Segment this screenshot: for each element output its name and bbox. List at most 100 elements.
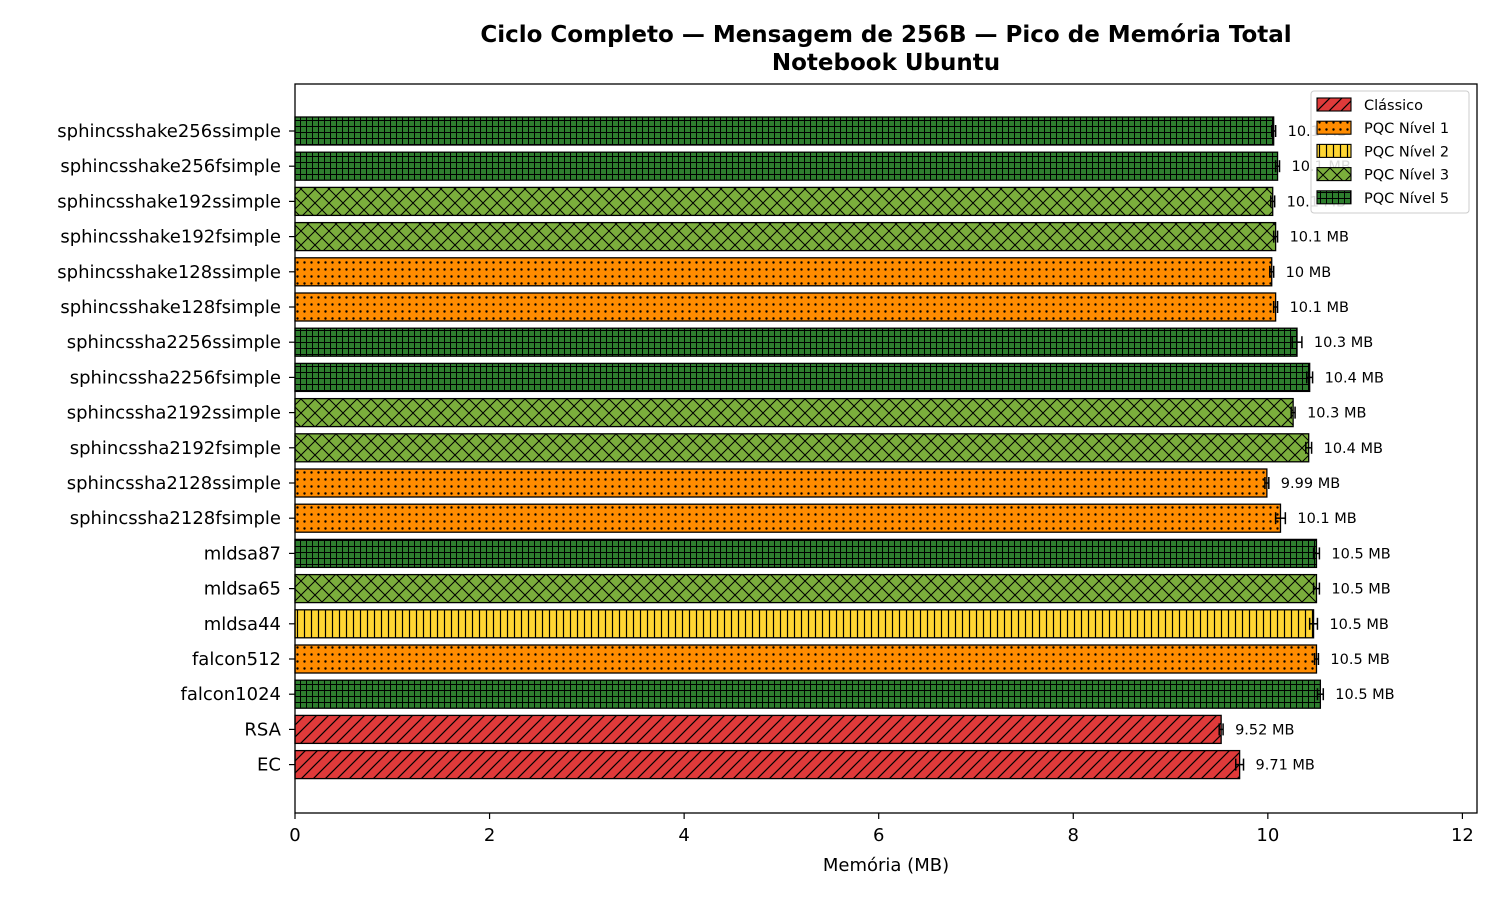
data-label: 10.5 MB bbox=[1331, 546, 1390, 562]
error-bar bbox=[1270, 125, 1277, 137]
error-bar bbox=[1290, 406, 1296, 419]
bar-outline bbox=[294, 538, 1318, 569]
legend-swatch-outline bbox=[1316, 167, 1352, 182]
legend-label: PQC Nível 5 bbox=[1364, 191, 1449, 207]
x-tick-label: 6 bbox=[873, 825, 884, 846]
error-bar bbox=[1305, 441, 1313, 454]
legend-swatch-outline bbox=[1316, 190, 1352, 205]
bar-mldsa87: 10.5 MB bbox=[294, 538, 1391, 569]
bar-mldsa65: 10.5 MB bbox=[294, 573, 1391, 604]
error-bar bbox=[1272, 230, 1279, 243]
bar-outline bbox=[294, 644, 1318, 674]
error-bar bbox=[1291, 336, 1303, 349]
x-ticks: 0 2 4 6 8 10 12 bbox=[289, 813, 1474, 846]
legend-label: PQC Nível 2 bbox=[1364, 144, 1449, 160]
bars-group: 10.1 MB 10.1 MB 10.1 MB 10.1 MB 10 MB 10.1 MB… bbox=[294, 116, 1395, 780]
x-tick-label: 8 bbox=[1068, 825, 1079, 846]
legend-item-pqc1: PQC Nível 1 bbox=[1316, 120, 1449, 137]
y-tick-label: sphincssha2128ssimple bbox=[67, 473, 281, 494]
x-tick-label: 4 bbox=[678, 825, 689, 846]
y-tick-label: RSA bbox=[244, 719, 281, 740]
data-label: 10 MB bbox=[1286, 265, 1332, 281]
y-tick-label: sphincsshake256ssimple bbox=[57, 121, 281, 142]
y-tick-labels: sphincsshake256ssimple sphincsshake256fsi… bbox=[57, 121, 295, 776]
bar-sphincssha2128ssimple: 9.99 MB bbox=[294, 468, 1340, 498]
y-tick-label: sphincssha2256ssimple bbox=[67, 332, 281, 353]
bar-sphincsshake128fsimple: 10.1 MB bbox=[294, 292, 1349, 322]
bar-outline bbox=[294, 327, 1298, 357]
bar-outline bbox=[294, 362, 1311, 393]
bar-outline bbox=[294, 749, 1241, 780]
data-label: 9.52 MB bbox=[1235, 722, 1294, 738]
y-tick-label: mldsa87 bbox=[204, 543, 281, 564]
legend-swatch-outline bbox=[1316, 143, 1352, 158]
data-label: 10.4 MB bbox=[1324, 441, 1383, 457]
data-label: 10.5 MB bbox=[1330, 652, 1389, 668]
data-label: 10.4 MB bbox=[1325, 370, 1384, 386]
data-label: 10.1 MB bbox=[1290, 230, 1349, 246]
data-label: 10.5 MB bbox=[1335, 687, 1394, 703]
bar-RSA: 9.52 MB bbox=[294, 714, 1294, 745]
legend-label: PQC Nível 3 bbox=[1364, 168, 1449, 184]
bar-outline bbox=[294, 397, 1294, 428]
data-label: 10.3 MB bbox=[1314, 335, 1373, 351]
y-tick-label: sphincssha2192ssimple bbox=[67, 403, 281, 424]
y-tick-label: sphincsshake192fsimple bbox=[60, 227, 281, 248]
legend-item-pqc2: PQC Nível 2 bbox=[1316, 143, 1449, 160]
bar-sphincsshake192ssimple: 10.1 MB bbox=[294, 186, 1346, 217]
y-tick-label: mldsa44 bbox=[204, 614, 281, 635]
bar-sphincsshake128ssimple: 10 MB bbox=[294, 257, 1332, 287]
chart-title: Ciclo Completo — Mensagem de 256B — Pico… bbox=[480, 22, 1291, 48]
bar-outline bbox=[294, 186, 1274, 217]
bar-outline bbox=[294, 221, 1277, 252]
bar-outline bbox=[294, 292, 1277, 322]
bar-outline bbox=[294, 714, 1222, 745]
x-tick-label: 2 bbox=[484, 825, 495, 846]
bar-outline bbox=[294, 257, 1273, 287]
error-bar bbox=[1316, 688, 1325, 701]
y-tick-label: sphincssha2128fsimple bbox=[70, 508, 281, 529]
legend-label: Clássico bbox=[1364, 98, 1423, 114]
y-tick-label: falcon1024 bbox=[181, 684, 282, 705]
error-bar bbox=[1270, 195, 1276, 208]
bar-outline bbox=[294, 116, 1275, 146]
bar-outline bbox=[294, 503, 1282, 533]
bar-sphincsshake192fsimple: 10.1 MB bbox=[294, 221, 1349, 252]
legend-item-pqc5: PQC Nível 5 bbox=[1316, 190, 1449, 207]
y-tick-label: sphincsshake192ssimple bbox=[57, 191, 281, 212]
bar-sphincssha2128fsimple: 10.1 MB bbox=[294, 503, 1357, 533]
y-tick-label: falcon512 bbox=[192, 649, 281, 670]
legend-label: PQC Nível 1 bbox=[1364, 121, 1449, 137]
error-bar bbox=[1274, 512, 1287, 525]
y-tick-label: mldsa65 bbox=[204, 579, 281, 600]
bar-falcon512: 10.5 MB bbox=[294, 644, 1390, 674]
bar-sphincssha2192ssimple: 10.3 MB bbox=[294, 397, 1366, 428]
data-label: 10.1 MB bbox=[1290, 300, 1349, 316]
y-tick-label: sphincssha2192fsimple bbox=[70, 438, 281, 459]
legend-swatch-outline bbox=[1316, 120, 1352, 135]
error-bar bbox=[1308, 617, 1319, 630]
bar-falcon1024: 10.5 MB bbox=[294, 679, 1395, 709]
bar-outline bbox=[294, 433, 1310, 463]
bar-outline bbox=[294, 679, 1322, 709]
x-tick-label: 0 bbox=[289, 825, 300, 846]
data-label: 10.1 MB bbox=[1297, 511, 1356, 527]
error-bar bbox=[1312, 547, 1321, 560]
x-tick-label: 10 bbox=[1256, 825, 1279, 846]
data-label: 10.5 MB bbox=[1329, 617, 1388, 633]
y-tick-label: EC bbox=[257, 755, 281, 776]
bar-outline bbox=[294, 609, 1315, 639]
bar-sphincssha2192fsimple: 10.4 MB bbox=[294, 433, 1383, 463]
y-tick-label: sphincsshake256fsimple bbox=[60, 156, 281, 177]
error-bar bbox=[1274, 160, 1281, 173]
bar-outline bbox=[294, 468, 1268, 498]
error-bar bbox=[1218, 723, 1224, 736]
error-bar bbox=[1312, 582, 1321, 595]
x-axis-label: Memória (MB) bbox=[823, 855, 949, 876]
data-label: 9.99 MB bbox=[1281, 476, 1340, 492]
error-bar bbox=[1313, 653, 1320, 665]
bar-sphincssha2256fsimple: 10.4 MB bbox=[294, 362, 1384, 393]
bar-sphincsshake256fsimple: 10.1 MB bbox=[294, 151, 1351, 181]
bar-sphincssha2256ssimple: 10.3 MB bbox=[294, 327, 1373, 357]
